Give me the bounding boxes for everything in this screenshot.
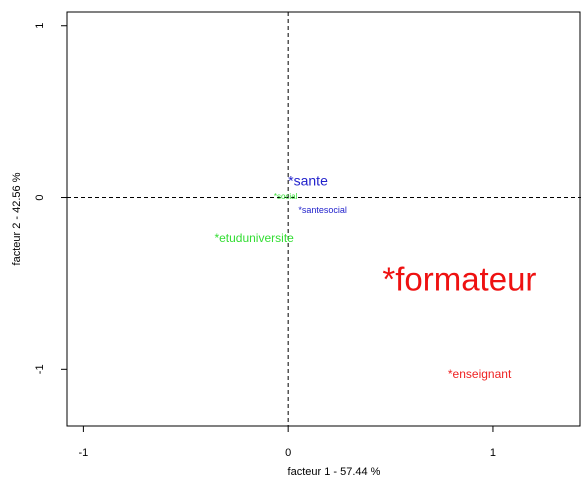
- y-tick-label: 0: [34, 194, 46, 200]
- point-label: *formateur: [382, 260, 536, 297]
- point-labels: *sante *social*santesocial *etuduniversite…: [214, 173, 536, 381]
- y-axis-ticks: -1 0 1: [34, 23, 67, 374]
- x-axis-ticks: -1 0 1: [78, 426, 496, 459]
- x-tick-label: 0: [285, 447, 291, 459]
- x-axis-title: facteur 1 - 57.44 %: [288, 466, 381, 478]
- x-tick-label: -1: [78, 447, 88, 459]
- plot-area-border: [66, 11, 581, 427]
- x-tick-label: 1: [490, 447, 496, 459]
- y-tick-label: 1: [34, 23, 46, 29]
- y-axis-title: facteur 2 - 42.56 %: [11, 172, 23, 265]
- point-label: *santesocial: [298, 205, 347, 215]
- point-label: *social: [274, 192, 298, 201]
- point-label: *etuduniversite: [214, 231, 294, 245]
- y-tick-label: -1: [34, 364, 46, 374]
- point-label: *sante: [288, 173, 328, 189]
- point-label: *enseignant: [448, 367, 512, 381]
